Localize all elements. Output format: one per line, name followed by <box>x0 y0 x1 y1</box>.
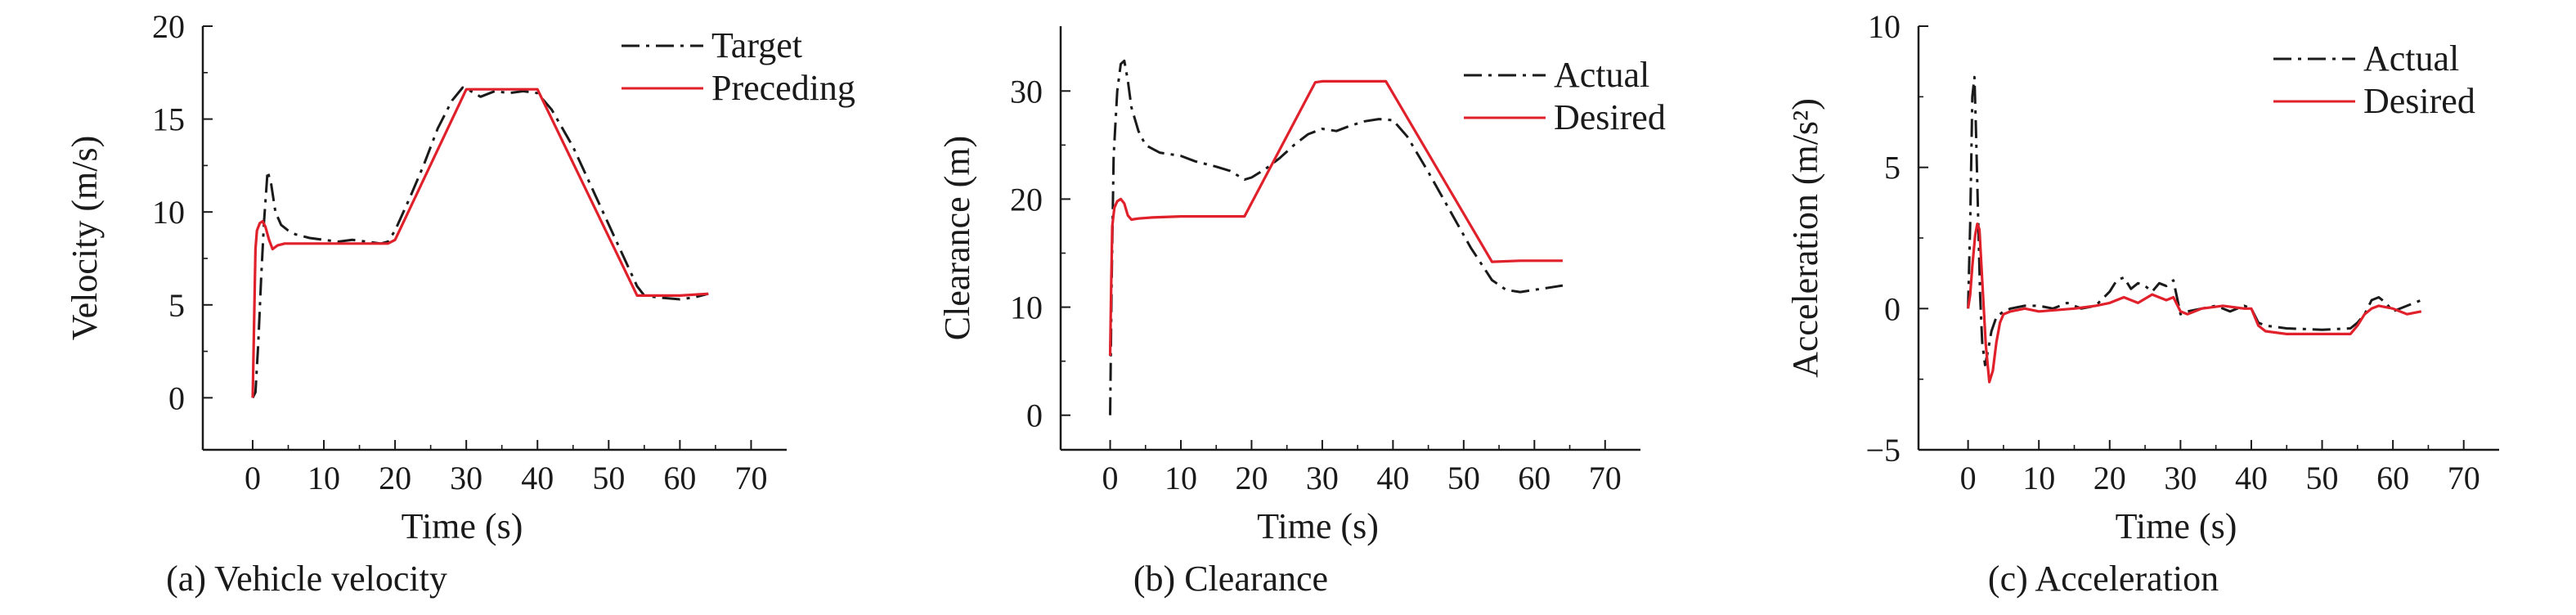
x-tick-label: 20 <box>1235 460 1268 496</box>
y-axis-title: Velocity (m/s) <box>65 136 105 341</box>
y-tick-label: 20 <box>1010 181 1043 218</box>
y-tick-label: 10 <box>152 194 185 231</box>
y-tick-label: 0 <box>1884 290 1901 327</box>
x-tick-label: 40 <box>521 460 554 496</box>
x-tick-label: 20 <box>2094 460 2126 496</box>
y-tick-label: 0 <box>1026 397 1043 434</box>
y-tick-label: 10 <box>1010 290 1043 326</box>
x-tick-label: 0 <box>1960 460 1977 496</box>
series-line-desired <box>1967 222 2422 384</box>
x-tick-label: 30 <box>2164 460 2197 496</box>
y-axis-title: Clearance (m) <box>937 136 977 340</box>
x-tick-label: 60 <box>1518 460 1551 496</box>
y-axis-title: Acceleration (m/s²) <box>1785 98 1825 378</box>
series-line-preceding <box>251 88 709 398</box>
panel-velocity: 0 10 20 30 40 50 60 70 0 5 10 15 20 Time (s) Velocity … <box>65 8 855 599</box>
y-tick-label: 30 <box>1010 73 1043 110</box>
x-tick-label: 10 <box>1165 460 1197 496</box>
legend-label: Desired <box>1554 97 1666 137</box>
y-tick-label: 0 <box>168 379 185 416</box>
x-tick-label: 60 <box>2376 460 2409 496</box>
panel-caption: (c) Acceleration <box>1988 559 2219 599</box>
y-tick-label: −5 <box>1865 432 1901 469</box>
x-tick-label: 40 <box>2235 460 2268 496</box>
y-tick-label: 10 <box>1868 8 1901 45</box>
y-tick-label: 15 <box>152 101 185 138</box>
series-line-actual <box>1109 59 1564 415</box>
x-tick-label: 70 <box>734 460 767 496</box>
x-tick-label: 10 <box>307 460 340 496</box>
panel-caption: (b) Clearance <box>1133 559 1328 599</box>
x-tick-label: 30 <box>1306 460 1339 496</box>
panel-acceleration: 0 10 20 30 40 50 60 70 −5 0 5 10 Time (s) Acceleratio… <box>1785 8 2499 599</box>
y-tick-label: 5 <box>168 287 185 324</box>
series-line-target <box>251 86 709 399</box>
x-tick-label: 50 <box>2306 460 2339 496</box>
x-tick-label: 50 <box>592 460 625 496</box>
x-tick-label: 0 <box>1102 460 1119 496</box>
legend-label: Actual <box>2363 38 2459 79</box>
panel-caption: (a) Vehicle velocity <box>166 559 447 599</box>
x-tick-label: 50 <box>1447 460 1480 496</box>
x-axis-title: Time (s) <box>402 506 523 546</box>
x-tick-label: 0 <box>245 460 261 496</box>
x-tick-label: 40 <box>1376 460 1409 496</box>
series-line-desired <box>1108 79 1563 357</box>
x-tick-label: 70 <box>2448 460 2480 496</box>
y-tick-label: 5 <box>1884 150 1901 186</box>
x-tick-label: 70 <box>1589 460 1622 496</box>
panel-clearance: 0 10 20 30 40 50 60 70 0 10 20 30 Time (s) Clearance … <box>937 26 1666 599</box>
legend-label: Desired <box>2363 81 2475 121</box>
x-tick-label: 20 <box>379 460 411 496</box>
legend-label: Preceding <box>711 68 855 108</box>
x-tick-label: 10 <box>2022 460 2055 496</box>
x-tick-label: 60 <box>663 460 696 496</box>
legend-label: Target <box>711 25 802 65</box>
x-axis-title: Time (s) <box>1257 506 1379 546</box>
legend-label: Actual <box>1554 55 1649 95</box>
x-axis-title: Time (s) <box>2116 506 2237 546</box>
x-tick-label: 30 <box>450 460 482 496</box>
y-tick-label: 20 <box>152 8 185 45</box>
series-line-actual <box>1967 75 2422 366</box>
